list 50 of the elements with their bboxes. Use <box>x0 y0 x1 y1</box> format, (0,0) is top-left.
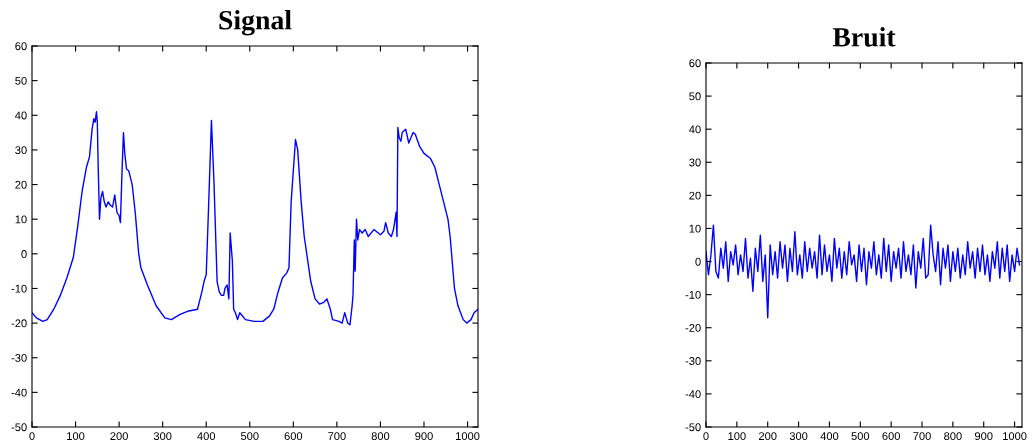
x-tick-label: 900 <box>415 432 433 441</box>
x-tick-label: 100 <box>67 432 85 441</box>
y-tick-label: 0 <box>695 257 701 266</box>
y-tick-label: -10 <box>11 284 27 293</box>
y-tick-label: 40 <box>689 125 701 134</box>
x-tick-label: 800 <box>371 432 390 441</box>
y-tick-label: 60 <box>15 42 27 51</box>
y-tick-label: 60 <box>689 59 701 68</box>
y-tick-label: -30 <box>11 353 27 362</box>
x-tick-label: 300 <box>153 432 172 441</box>
x-tick-label: 300 <box>789 432 808 441</box>
y-tick-label: -50 <box>685 423 701 432</box>
y-tick-label: 40 <box>15 111 27 120</box>
y-tick-label: -20 <box>11 319 27 328</box>
x-tick-label: 700 <box>328 432 346 441</box>
chart-title: Bruit <box>832 27 896 47</box>
y-tick-label: 20 <box>15 180 27 189</box>
line-series <box>706 224 1021 319</box>
y-tick-label: 10 <box>689 224 701 233</box>
y-tick-label: -40 <box>685 390 701 399</box>
line-series <box>32 111 478 326</box>
y-tick-label: -40 <box>11 388 27 397</box>
x-tick-label: 1000 <box>1003 432 1027 441</box>
x-tick-label: 400 <box>820 432 839 441</box>
y-tick-label: 50 <box>15 76 27 85</box>
x-tick-label: 500 <box>851 432 870 441</box>
y-tick-label: 10 <box>15 215 27 224</box>
x-tick-label: 700 <box>913 432 931 441</box>
y-tick-label: -20 <box>685 323 701 332</box>
y-tick-label: -10 <box>685 290 701 299</box>
y-tick-label: 30 <box>689 158 701 167</box>
y-tick-label: -30 <box>685 357 701 365</box>
x-tick-label: 1000 <box>456 432 480 441</box>
x-tick-label: 900 <box>974 432 993 441</box>
x-tick-label: 500 <box>240 432 259 441</box>
x-tick-label: 400 <box>197 432 216 441</box>
y-tick-label: 20 <box>689 191 701 200</box>
chart-title: Signal <box>219 10 292 36</box>
y-tick-label: -50 <box>11 423 27 432</box>
x-tick-label: 100 <box>728 432 746 441</box>
x-tick-label: 200 <box>759 432 777 441</box>
x-tick-label: 0 <box>29 432 35 441</box>
x-tick-label: 600 <box>882 432 900 441</box>
x-tick-label: 600 <box>284 432 303 441</box>
y-tick-label: 0 <box>21 250 27 258</box>
y-tick-label: 30 <box>15 146 27 155</box>
x-tick-label: 800 <box>944 432 962 441</box>
x-tick-label: 200 <box>110 432 128 441</box>
x-tick-label: 0 <box>703 432 709 441</box>
y-tick-label: 50 <box>689 92 701 101</box>
